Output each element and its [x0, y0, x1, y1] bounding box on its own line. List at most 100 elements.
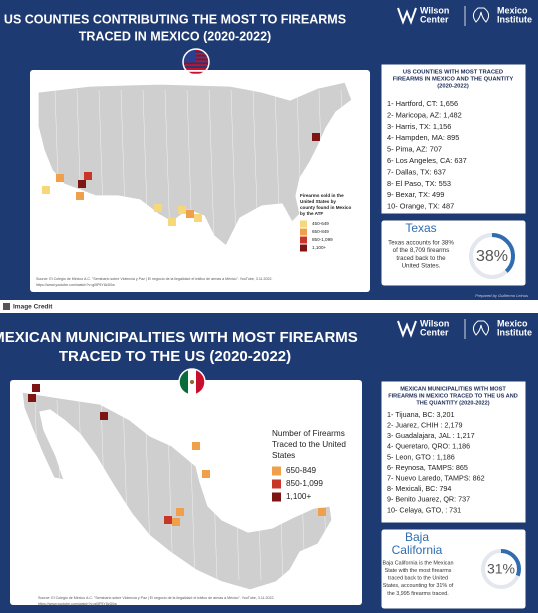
logo-org: Center: [420, 327, 449, 337]
legend-title: county found in Mexico: [300, 205, 351, 210]
legend-swatch: [272, 466, 281, 476]
source-note: https://www.youtube.com/watch?v=gl5P5Y8z…: [38, 602, 117, 606]
list-title: MEXICAN MUNICIPALITIES WITH MOST: [400, 386, 506, 392]
panel-title: US COUNTIES CONTRIBUTING THE MOST TO FIR…: [4, 12, 346, 26]
map-marker: [78, 180, 86, 188]
highlight-text: of the 8,709 firearms: [393, 247, 450, 254]
map-marker: [178, 206, 186, 214]
list-item: 7- Dallas, TX: 637: [387, 167, 446, 176]
flag-stripe: [183, 68, 209, 70]
list-item: 10- Celaya, GTO, : 731: [387, 505, 461, 514]
panel-title: TRACED TO THE US (2020-2022): [59, 348, 291, 365]
region-border: [208, 89, 216, 271]
highlight-name: Baja: [405, 530, 429, 544]
legend-title: Firearms sold in the: [300, 193, 344, 198]
highlight-name: California: [392, 543, 443, 557]
list-item: 3- Harris, TX: 1,156: [387, 122, 451, 131]
region-border: [164, 89, 172, 271]
flag-stripe: [183, 64, 209, 67]
list-item: 5- Pima, AZ: 707: [387, 145, 442, 154]
legend-label: 450-649: [312, 221, 329, 226]
list-item: 5- Leon, GTO : 1,186: [387, 452, 455, 461]
legend-swatch: [300, 236, 307, 244]
flag-emblem: [190, 380, 194, 384]
list-item: 1- Hartford, CT: 1,656: [387, 99, 458, 108]
list-item: 1- Tijuana, BC: 3,201: [387, 410, 455, 419]
region-border: [274, 89, 282, 271]
donut-label: 38%: [476, 248, 508, 265]
list-title: THE QUANTITY (2020-2022): [416, 400, 489, 406]
source-note: https://www.youtube.com/watch?v=gl5P5Y8z…: [36, 283, 115, 287]
list-title: (2020-2022): [437, 84, 469, 90]
logo-butterfly: [472, 320, 490, 336]
highlight-text: State with the most firearms: [385, 568, 452, 574]
list-box: [380, 63, 527, 215]
flag-ring: [182, 48, 210, 76]
list-box: [380, 380, 527, 524]
legend-label: 850-1,099: [312, 237, 333, 242]
map-shape: [21, 391, 333, 591]
region-border: [276, 399, 284, 581]
map-marker: [194, 214, 202, 222]
region-border: [34, 399, 42, 581]
highlight-text: United States.: [402, 262, 441, 269]
legend-label: 650-849: [312, 229, 329, 234]
map-marker: [76, 192, 84, 200]
map-marker: [192, 442, 200, 450]
map-marker: [186, 210, 194, 218]
region-border: [230, 89, 238, 271]
map-shape: [37, 81, 353, 247]
logo-org: Wilson: [420, 5, 449, 15]
list-item: 4- Hampden, MA: 895: [387, 133, 459, 142]
legend-swatch: [300, 228, 307, 236]
region-border: [186, 89, 194, 271]
logo-program: Mexico: [497, 318, 528, 328]
logo-program: Mexico: [497, 5, 528, 15]
region-border: [142, 89, 150, 271]
map-marker: [318, 508, 326, 516]
credit: Prepared by Guillermo Leinus: [475, 293, 528, 298]
logo-program: Institute: [497, 14, 532, 24]
flag-stripe: [183, 71, 209, 74]
list-title: US COUNTIES WITH MOST TRACED: [403, 70, 503, 76]
map-marker: [168, 218, 176, 226]
highlight-text: Texas accounts for 38%: [388, 240, 454, 247]
map-marker: [84, 172, 92, 180]
region-border: [318, 89, 326, 271]
map-marker: [56, 174, 64, 182]
flag-green: [179, 369, 188, 395]
list-item: 9- Benito Juarez, QR: 737: [387, 495, 470, 504]
list-title: FIREARMS IN MEXICO TRACED TO THE US AND: [388, 393, 518, 399]
list-item: 7- Nuevo Laredo, TAMPS: 862: [387, 474, 485, 483]
source-note: Source: El Colegio de México A.C. "Semin…: [38, 596, 275, 600]
map-marker: [176, 508, 184, 516]
legend-label: 650-849: [286, 466, 316, 475]
logo-program: Institute: [497, 327, 532, 337]
region-border: [100, 399, 108, 581]
highlight-text: the 3,995 firearms traced.: [387, 591, 448, 597]
donut-arc: [469, 233, 515, 279]
list-item: 10- Orange, TX: 487: [387, 202, 454, 211]
highlight-text: Baja California is the Mexican: [382, 560, 453, 566]
highlight-box: [380, 528, 527, 610]
credit-strip: [0, 300, 538, 313]
flag-body: [179, 369, 205, 395]
list-item: 2- Juarez, CHIH : 2,179: [387, 421, 463, 430]
region-border: [320, 399, 328, 581]
region-border: [78, 399, 86, 581]
map-marker: [32, 384, 40, 392]
map-marker: [28, 394, 36, 402]
map-marker: [100, 412, 108, 420]
legend-title: Traced to the United: [272, 440, 346, 449]
flag-ring: [178, 368, 206, 396]
source-note: Source: El Colegio de México A.C. "Semin…: [36, 277, 273, 281]
region-border: [98, 89, 106, 271]
legend-title: United States by: [300, 199, 336, 204]
region-border: [232, 399, 240, 581]
list-title: FIREARMS IN MEXICO AND THE QUANTITY: [393, 77, 514, 83]
region-border: [122, 399, 130, 581]
region-border: [144, 399, 152, 581]
highlight-text: traced back to the: [396, 255, 446, 262]
